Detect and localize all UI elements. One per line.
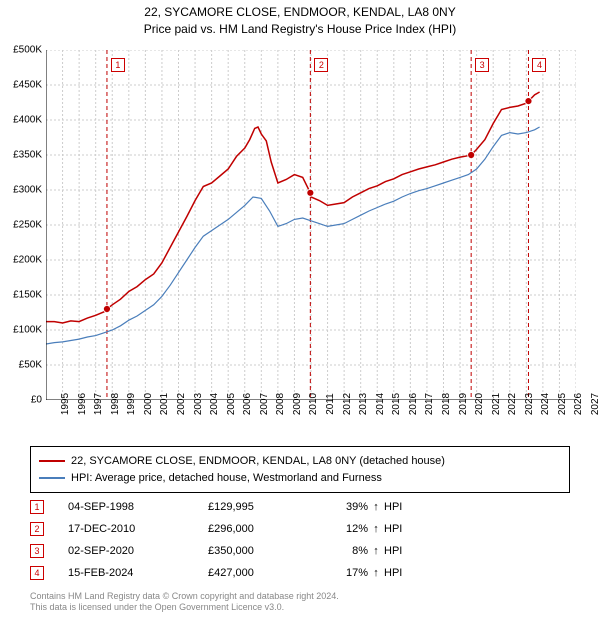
txn-price: £427,000: [208, 567, 318, 579]
ytick-label: £150K: [13, 290, 42, 301]
ytick-label: £350K: [13, 150, 42, 161]
marker-box: 3: [475, 58, 489, 72]
arrow-up-icon: ↑: [368, 545, 384, 557]
txn-pct: 39%: [318, 501, 368, 513]
title-line1: 22, SYCAMORE CLOSE, ENDMOOR, KENDAL, LA8…: [0, 4, 600, 21]
legend-label-hpi: HPI: Average price, detached house, West…: [71, 470, 382, 487]
txn-date: 15-FEB-2024: [68, 567, 208, 579]
marker-box: 1: [111, 58, 125, 72]
txn-price: £350,000: [208, 545, 318, 557]
txn-hpi-label: HPI: [384, 567, 424, 579]
legend-label-property: 22, SYCAMORE CLOSE, ENDMOOR, KENDAL, LA8…: [71, 453, 445, 470]
footer-line2: This data is licensed under the Open Gov…: [30, 602, 339, 614]
legend-row-property: 22, SYCAMORE CLOSE, ENDMOOR, KENDAL, LA8…: [39, 453, 561, 470]
txn-pct: 17%: [318, 567, 368, 579]
marker-box: 2: [314, 58, 328, 72]
marker-ref: 4: [30, 566, 44, 580]
ytick-label: £500K: [13, 45, 42, 56]
txn-date: 17-DEC-2010: [68, 523, 208, 535]
ytick-label: £50K: [19, 360, 42, 371]
txn-hpi-label: HPI: [384, 523, 424, 535]
legend-swatch-hpi: [39, 477, 65, 479]
txn-price: £129,995: [208, 501, 318, 513]
ytick-label: £300K: [13, 185, 42, 196]
txn-pct: 12%: [318, 523, 368, 535]
chart-svg: [46, 50, 576, 400]
xtick-label: 2027: [576, 393, 600, 415]
arrow-up-icon: ↑: [368, 523, 384, 535]
legend-swatch-property: [39, 460, 65, 462]
ytick-label: £250K: [13, 220, 42, 231]
txn-pct: 8%: [318, 545, 368, 557]
footer: Contains HM Land Registry data © Crown c…: [30, 591, 339, 614]
txn-hpi-label: HPI: [384, 501, 424, 513]
transactions-table: 104-SEP-1998£129,99539%↑HPI217-DEC-2010£…: [30, 496, 424, 584]
chart-area: £0£50K£100K£150K£200K£250K£300K£350K£400…: [46, 50, 576, 400]
transaction-row: 3 02-SEP-2020£350,0008%↑HPI: [30, 540, 424, 562]
marker-box: 4: [532, 58, 546, 72]
txn-date: 02-SEP-2020: [68, 545, 208, 557]
marker-ref: 3: [30, 544, 44, 558]
legend-row-hpi: HPI: Average price, detached house, West…: [39, 470, 561, 487]
txn-price: £296,000: [208, 523, 318, 535]
marker-ref: 2: [30, 522, 44, 536]
transaction-row: 4 15-FEB-2024£427,00017%↑HPI: [30, 562, 424, 584]
legend-box: 22, SYCAMORE CLOSE, ENDMOOR, KENDAL, LA8…: [30, 446, 570, 493]
title-line2: Price paid vs. HM Land Registry's House …: [0, 21, 600, 38]
ytick-label: £100K: [13, 325, 42, 336]
arrow-up-icon: ↑: [368, 501, 384, 513]
ytick-label: £400K: [13, 115, 42, 126]
txn-date: 04-SEP-1998: [68, 501, 208, 513]
txn-hpi-label: HPI: [384, 545, 424, 557]
transaction-row: 1 04-SEP-1998£129,99539%↑HPI: [30, 496, 424, 518]
transaction-row: 2 17-DEC-2010£296,00012%↑HPI: [30, 518, 424, 540]
title-block: 22, SYCAMORE CLOSE, ENDMOOR, KENDAL, LA8…: [0, 0, 600, 38]
footer-line1: Contains HM Land Registry data © Crown c…: [30, 591, 339, 603]
marker-ref: 1: [30, 500, 44, 514]
ytick-label: £200K: [13, 255, 42, 266]
ytick-label: £450K: [13, 80, 42, 91]
arrow-up-icon: ↑: [368, 567, 384, 579]
chart-container: 22, SYCAMORE CLOSE, ENDMOOR, KENDAL, LA8…: [0, 0, 600, 620]
ytick-label: £0: [31, 395, 42, 406]
